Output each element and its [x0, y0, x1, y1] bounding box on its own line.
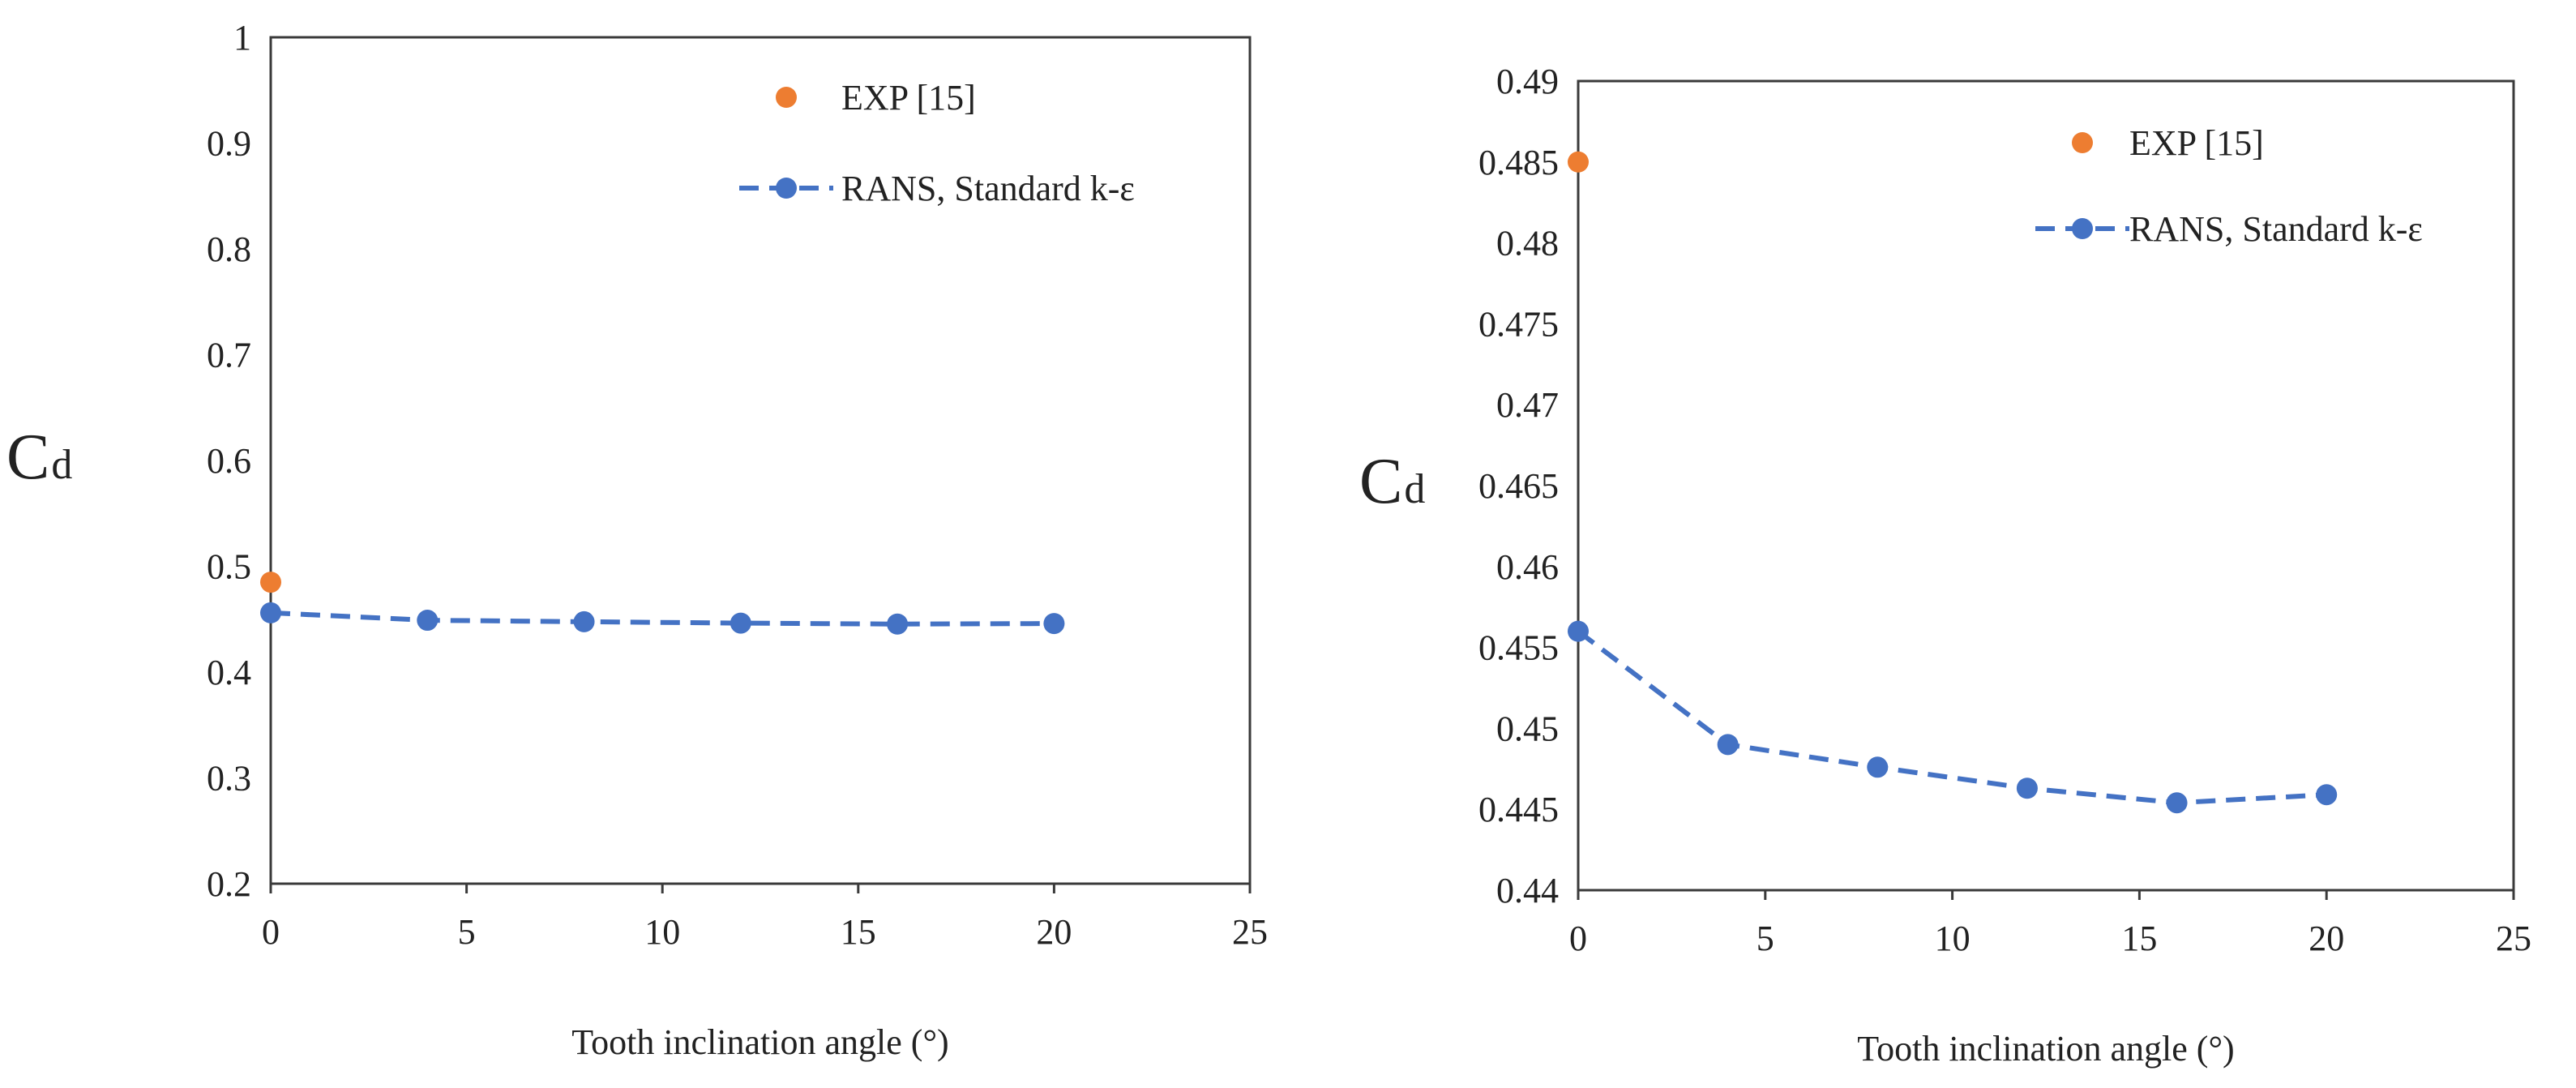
- chart-left-svg: 0.20.30.40.50.60.70.80.910 5 10 15 20 25Tooth…: [6, 18, 1268, 1062]
- y-tick-label: 0.485: [1478, 143, 1559, 182]
- data-point-rans: [573, 610, 595, 632]
- chart-left: 0.2 0.3 0.4 0.5 0.6 0.7 0.8 0.9 1 0 5 10 15 20 25 Tooth…: [6, 18, 1268, 1062]
- y-axis-title-main: C: [6, 422, 49, 493]
- legend-marker-rans: [776, 178, 797, 199]
- x-tick-label: 10: [644, 912, 680, 952]
- y-tick-label: 0.6: [207, 441, 251, 481]
- y-tick-label: 0.465: [1478, 466, 1559, 506]
- x-tick-label: 20: [2309, 919, 2344, 958]
- chart-right: 0.44 0.445 0.45 0.455 0.46 0.465 0.47 0.475 0.48…: [1288, 0, 2576, 1088]
- data-point-rans: [730, 612, 751, 634]
- legend-label-exp: EXP [15]: [2129, 123, 2264, 163]
- x-tick-label: 5: [458, 912, 476, 952]
- x-axis-title: Tooth inclination angle (°): [1857, 1029, 2234, 1069]
- x-tick-label: 15: [841, 912, 876, 952]
- data-point-rans: [1568, 620, 1589, 642]
- y-tick-label: 0.45: [1496, 709, 1559, 748]
- y-tick-label: 0.445: [1478, 790, 1559, 829]
- x-axis-title: Tooth inclination angle (°): [571, 1022, 948, 1062]
- y-axis-title-sub: d: [51, 442, 72, 488]
- y-tick-label: 0.5: [207, 547, 251, 587]
- y-tick-label: 0.48: [1496, 224, 1559, 263]
- y-tick-label: 1: [233, 18, 251, 58]
- x-tick-label: 0: [1569, 919, 1587, 958]
- legend-marker-exp: [776, 87, 797, 108]
- y-tick-label: 0.7: [207, 336, 251, 375]
- x-tick-label: 5: [1757, 919, 1774, 958]
- series-line-rans: [270, 610, 1055, 627]
- data-point-rans: [1717, 734, 1739, 756]
- data-point-exp: [1568, 151, 1589, 173]
- y-tick-label: 0.8: [207, 229, 251, 269]
- y-axis-title-main: C: [1359, 446, 1402, 517]
- plot-area-frame: [1577, 79, 2515, 892]
- x-tick-label: 25: [1232, 912, 1268, 952]
- y-tick-label: 0.46: [1496, 547, 1559, 587]
- y-axis-title-sub: d: [1404, 466, 1425, 512]
- chart-right-svg: 0.44 0.445 0.45 0.455 0.46 0.465 0.47 0.475 0.48…: [1359, 62, 2531, 1069]
- y-tick-label: 0.455: [1478, 628, 1559, 668]
- data-point-rans: [1043, 613, 1065, 635]
- x-tick-label: 15: [2121, 919, 2157, 958]
- series-line-rans: [1577, 629, 2327, 806]
- legend-label-exp: EXP [15]: [841, 78, 976, 118]
- y-tick-label: 0.4: [207, 653, 251, 692]
- x-tick-label: 20: [1036, 912, 1072, 952]
- data-point-rans: [417, 610, 439, 632]
- y-axis-title: Cd: [1359, 446, 1425, 517]
- y-tick-label: 0.49: [1496, 62, 1559, 101]
- y-axis-title: Cd: [6, 422, 72, 493]
- legend-marker-rans: [2072, 218, 2093, 239]
- data-point-rans: [887, 613, 909, 635]
- y-tick-label: 0.47: [1496, 385, 1559, 425]
- x-tick-label: 0: [262, 912, 280, 952]
- y-tick-label: 0.2: [207, 864, 251, 904]
- legend-label-rans: RANS, Standard k-ε: [2129, 209, 2423, 249]
- y-tick-label: 0.44: [1496, 871, 1559, 910]
- data-point-rans: [2016, 777, 2038, 799]
- y-tick-label: 0.3: [207, 759, 251, 799]
- data-point-rans: [1867, 756, 1889, 778]
- y-tick-label: 0.9: [207, 124, 251, 164]
- x-tick-label: 25: [2496, 919, 2531, 958]
- y-tick-label: 0.475: [1478, 304, 1559, 344]
- plot-area-frame: [269, 36, 1252, 885]
- data-point-rans: [260, 602, 281, 623]
- x-tick-label: 10: [1935, 919, 1971, 958]
- legend-marker-exp: [2072, 132, 2093, 153]
- data-point-rans: [2316, 784, 2338, 806]
- legend-label-rans: RANS, Standard k-ε: [841, 169, 1135, 208]
- data-point-exp: [260, 572, 281, 593]
- data-point-rans: [2166, 792, 2188, 814]
